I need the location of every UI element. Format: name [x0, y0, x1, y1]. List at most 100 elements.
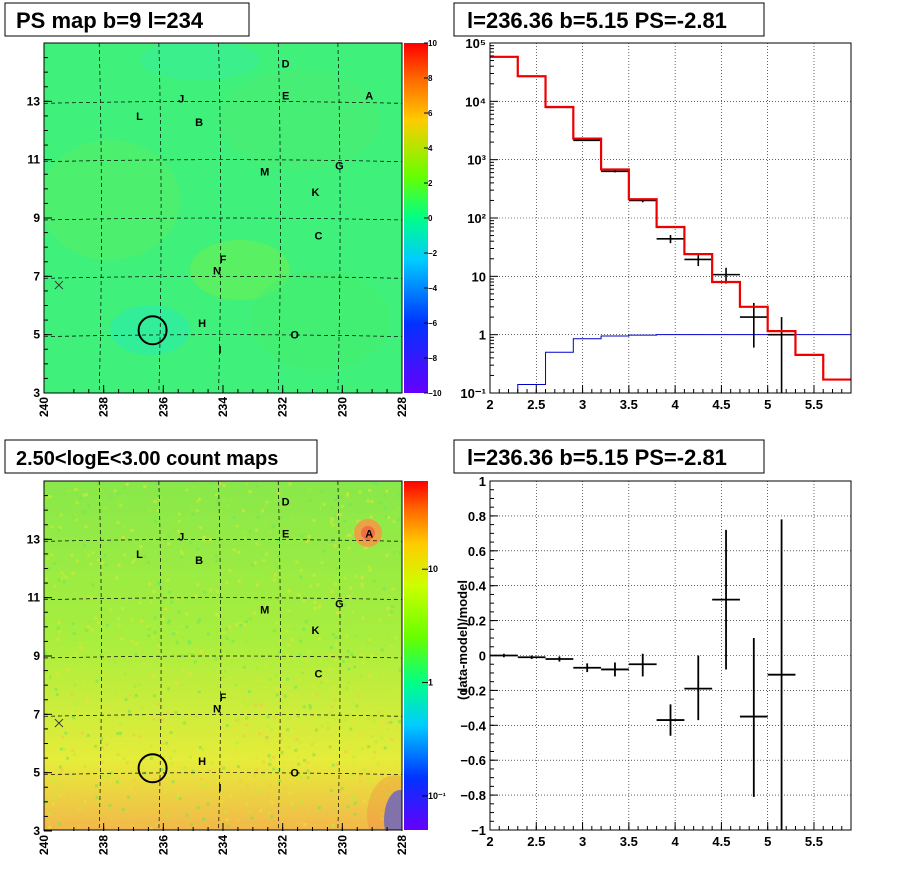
- count-pixel: [265, 500, 269, 504]
- count-pixel: [352, 796, 356, 800]
- count-pixel: [276, 748, 280, 752]
- count-pixel: [299, 775, 303, 779]
- count-pixel: [94, 744, 98, 748]
- count-pixel: [134, 653, 138, 657]
- count-pixel: [122, 757, 126, 760]
- count-pixel: [46, 557, 50, 561]
- count-pixel: [335, 611, 339, 615]
- count-pixel: [319, 681, 323, 684]
- count-pixel: [371, 553, 375, 557]
- count-pixel: [331, 823, 335, 827]
- count-pixel: [393, 597, 397, 601]
- y-tick-label: 11: [27, 153, 40, 167]
- count-pixel: [280, 751, 284, 755]
- source-label: F: [220, 254, 227, 266]
- count-pixel: [167, 534, 171, 538]
- count-pixel: [161, 742, 165, 745]
- count-pixel: [316, 583, 320, 587]
- count-pixel: [368, 777, 372, 781]
- count-pixel: [326, 726, 330, 730]
- count-pixel: [269, 531, 273, 535]
- count-pixel: [137, 601, 141, 604]
- count-pixel: [387, 515, 391, 519]
- y-tick-label: 10³: [467, 153, 486, 168]
- count-pixel: [140, 580, 144, 584]
- count-pixel: [50, 674, 54, 678]
- count-pixel: [156, 494, 160, 497]
- selected-position-circle: [137, 315, 168, 346]
- count-pixel: [196, 620, 200, 624]
- y-tick-label: 0: [479, 649, 486, 664]
- count-pixel: [279, 639, 283, 643]
- count-pixel: [180, 549, 184, 553]
- count-pixel: [117, 500, 121, 504]
- y-tick-label: 5: [33, 766, 40, 780]
- count-pixel: [310, 743, 314, 747]
- count-map-axes: 240 238 236 234 232 230 228 3 5 7 9 11 13: [27, 495, 409, 855]
- count-pixel: [121, 606, 125, 610]
- count-pixel: [135, 642, 138, 646]
- count-pixel: [300, 534, 304, 538]
- count-pixel: [178, 797, 182, 801]
- source-label: B: [195, 555, 203, 567]
- count-pixel: [191, 650, 195, 654]
- count-pixel: [394, 687, 398, 691]
- count-pixel: [59, 747, 63, 751]
- count-pixel: [265, 572, 269, 576]
- count-pixel: [83, 544, 87, 548]
- count-pixel: [239, 779, 242, 783]
- count-pixel: [386, 721, 390, 725]
- count-pixel: [60, 735, 64, 739]
- count-pixel: [161, 706, 165, 710]
- count-pixel: [134, 786, 138, 790]
- count-pixel: [151, 673, 155, 677]
- count-pixel: [255, 678, 259, 682]
- count-pixel: [385, 784, 389, 788]
- y-tick-label: 3: [33, 824, 40, 838]
- x-tick-label: 2: [486, 397, 493, 412]
- count-pixel: [222, 616, 226, 620]
- count-pixel: [369, 796, 373, 800]
- count-pixel: [355, 704, 359, 708]
- count-pixel: [138, 606, 142, 610]
- count-map-graticule: [44, 481, 402, 830]
- count-pixel: [302, 669, 306, 673]
- count-pixel: [125, 482, 129, 486]
- count-pixel: [109, 771, 113, 775]
- count-pixel: [82, 609, 86, 613]
- count-pixel: [158, 581, 161, 585]
- count-map-panel: 2.50<logE<3.00 count maps A B C D E F G H I J K L M N…: [4, 439, 446, 855]
- count-pixel: [360, 734, 364, 738]
- count-pixel: [74, 496, 78, 500]
- count-pixel: [186, 617, 190, 621]
- count-pixel: [331, 507, 335, 511]
- count-pixel: [171, 780, 175, 784]
- source-label: K: [312, 625, 320, 637]
- count-pixel: [148, 582, 151, 586]
- count-pixel: [54, 687, 58, 691]
- count-pixel: [47, 821, 51, 825]
- count-pixel: [397, 547, 401, 551]
- y-tick-label: 1: [479, 474, 486, 489]
- count-pixel: [180, 554, 184, 558]
- count-pixel: [166, 621, 170, 625]
- count-pixel: [392, 520, 396, 524]
- count-pixel: [177, 791, 181, 795]
- count-pixel: [375, 827, 379, 830]
- count-pixel: [385, 786, 389, 790]
- count-pixel: [345, 802, 349, 806]
- count-pixel: [339, 615, 343, 619]
- count-pixel: [355, 780, 359, 784]
- count-pixel: [70, 693, 74, 697]
- count-pixel: [300, 799, 304, 803]
- count-pixel: [243, 530, 247, 534]
- count-pixel: [296, 723, 299, 727]
- meridian-line: [98, 481, 102, 830]
- count-pixel: [387, 633, 391, 637]
- count-pixel: [181, 669, 185, 673]
- count-pixel: [329, 788, 333, 792]
- count-pixel: [383, 746, 387, 750]
- count-pixel: [393, 551, 397, 555]
- x-tick-label: 230: [335, 397, 349, 417]
- count-pixel: [237, 579, 241, 583]
